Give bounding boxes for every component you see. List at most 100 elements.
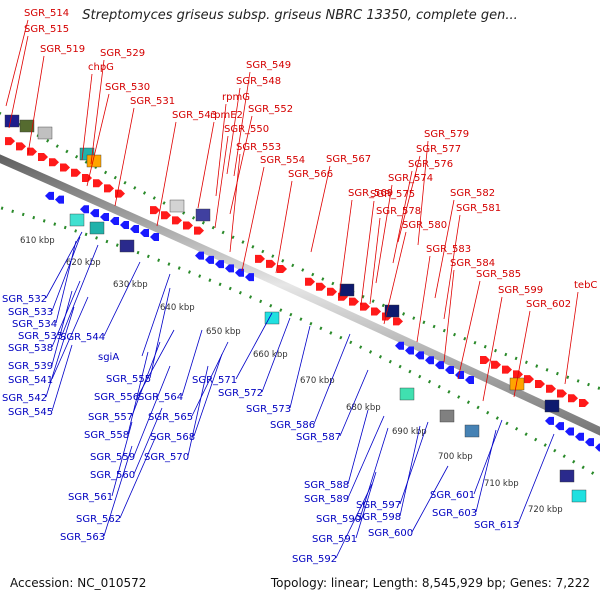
reverse-gene-arrow bbox=[235, 268, 244, 277]
reverse-leader bbox=[181, 329, 203, 397]
forward-gene-arrow bbox=[393, 317, 403, 326]
scale-label: 720 kbp bbox=[528, 505, 563, 515]
reverse-gene-label: SGR_598 bbox=[356, 512, 401, 523]
forward-gene-label: SGR_584 bbox=[450, 258, 495, 269]
reverse-gene-label: SGR_535 bbox=[18, 331, 63, 342]
reverse-gene-arrow bbox=[130, 224, 139, 233]
forward-gene-label: SGR_519 bbox=[40, 44, 85, 55]
forward-gene-arrow bbox=[255, 254, 265, 263]
feature-box bbox=[195, 208, 211, 222]
reverse-leader bbox=[103, 445, 133, 537]
reverse-gene-label: SGR_603 bbox=[432, 508, 477, 519]
forward-gene-arrow bbox=[480, 355, 490, 364]
forward-leader bbox=[27, 55, 45, 155]
reverse-gene-label: SGR_557 bbox=[88, 412, 133, 423]
forward-gene-arrow bbox=[60, 163, 70, 172]
reverse-gene-arrow bbox=[55, 195, 64, 204]
forward-leader bbox=[360, 200, 375, 306]
scale-label: 670 kbp bbox=[300, 376, 335, 386]
forward-leader bbox=[443, 214, 461, 320]
feature-box bbox=[544, 399, 560, 413]
forward-gene-arrow bbox=[5, 137, 15, 146]
forward-gene-arrow bbox=[305, 277, 315, 286]
feature-box bbox=[19, 119, 35, 133]
reverse-leader bbox=[119, 435, 157, 519]
forward-gene-label: SGR_567 bbox=[326, 154, 371, 165]
reverse-leader bbox=[133, 407, 163, 475]
forward-gene-label: SGR_515 bbox=[24, 24, 69, 35]
forward-leader bbox=[215, 103, 227, 197]
forward-leader bbox=[416, 255, 431, 343]
reverse-gene-arrow bbox=[415, 351, 424, 360]
reverse-leader bbox=[313, 333, 351, 425]
reverse-leader bbox=[131, 341, 161, 417]
reverse-leader bbox=[261, 317, 291, 393]
forward-leader bbox=[229, 115, 253, 215]
forward-leader bbox=[375, 184, 393, 284]
feature-box bbox=[119, 239, 135, 253]
reverse-gene-arrow bbox=[575, 432, 584, 441]
reverse-leader bbox=[359, 427, 389, 519]
reverse-leader bbox=[149, 287, 171, 379]
forward-gene-label: SGR_576 bbox=[408, 159, 453, 170]
forward-gene-label: SGR_579 bbox=[424, 129, 469, 140]
reverse-gene-arrow bbox=[405, 346, 414, 355]
scale-label: 650 kbp bbox=[206, 327, 241, 337]
forward-gene-label: tebC bbox=[574, 280, 597, 291]
scale-label: 690 kbp bbox=[392, 427, 427, 437]
reverse-gene-label: SGR_555 bbox=[106, 374, 151, 385]
forward-gene-arrow bbox=[277, 264, 287, 273]
forward-gene-arrow bbox=[360, 302, 370, 311]
reverse-leader bbox=[103, 261, 141, 337]
forward-leader bbox=[482, 296, 503, 402]
reverse-gene-arrow bbox=[455, 370, 464, 379]
feature-box bbox=[559, 469, 575, 483]
forward-gene-label: SGR_531 bbox=[130, 96, 175, 107]
forward-gene-label: SGR_569 bbox=[348, 188, 393, 199]
forward-gene-arrow bbox=[546, 384, 556, 393]
forward-gene-arrow bbox=[568, 394, 578, 403]
forward-gene-arrow bbox=[579, 398, 589, 407]
forward-gene-label: SGR_577 bbox=[416, 144, 461, 155]
feature-box bbox=[37, 126, 53, 140]
reverse-gene-label: SGR_590 bbox=[316, 514, 361, 525]
reverse-leader bbox=[289, 325, 311, 409]
forward-gene-arrow bbox=[557, 389, 567, 398]
reverse-leader bbox=[111, 421, 133, 497]
scale-ticks: 610 kbp 620 kbp 630 kbp 640 kbp 650 kbp 660 k… bbox=[0, 111, 600, 515]
reverse-gene-arrow bbox=[545, 416, 554, 425]
forward-gene-label: SGR_582 bbox=[450, 188, 495, 199]
backbone-layer bbox=[0, 154, 600, 436]
forward-gene-label: SGR_550 bbox=[224, 124, 269, 135]
forward-leader bbox=[392, 170, 413, 264]
feature-box bbox=[509, 377, 525, 391]
reverse-leader bbox=[55, 240, 77, 324]
reverse-gene-label: SGR_533 bbox=[8, 307, 53, 318]
forward-leader bbox=[5, 19, 29, 107]
reverse-gene-arrow bbox=[150, 233, 159, 242]
forward-leader bbox=[241, 166, 265, 272]
reverse-leader bbox=[61, 244, 99, 336]
forward-leader bbox=[310, 165, 331, 253]
leader-lines bbox=[5, 19, 579, 559]
forward-gene-label: SGR_554 bbox=[260, 155, 305, 166]
forward-leader bbox=[197, 121, 215, 209]
reverse-gene-arrow bbox=[45, 191, 54, 200]
forward-leader bbox=[338, 199, 353, 299]
forward-leader bbox=[86, 93, 110, 187]
reverse-leader bbox=[51, 290, 73, 366]
forward-gene-label: SGR_578 bbox=[376, 206, 421, 217]
scale-label: 620 kbp bbox=[66, 258, 101, 268]
reverse-leader bbox=[399, 421, 429, 505]
feature-box bbox=[86, 154, 102, 168]
reverse-gene-label: SGR_573 bbox=[246, 404, 291, 415]
forward-gene-arrow bbox=[16, 142, 26, 151]
reverse-leader bbox=[51, 296, 89, 380]
forward-gene-arrow bbox=[535, 379, 545, 388]
reverse-gene-arrow bbox=[245, 273, 254, 282]
scale-label: 680 kbp bbox=[346, 403, 381, 413]
reverse-gene-arrow bbox=[120, 220, 129, 229]
reverse-gene-arrow bbox=[565, 427, 574, 436]
feature-box bbox=[339, 283, 355, 297]
feature-box bbox=[384, 304, 400, 318]
